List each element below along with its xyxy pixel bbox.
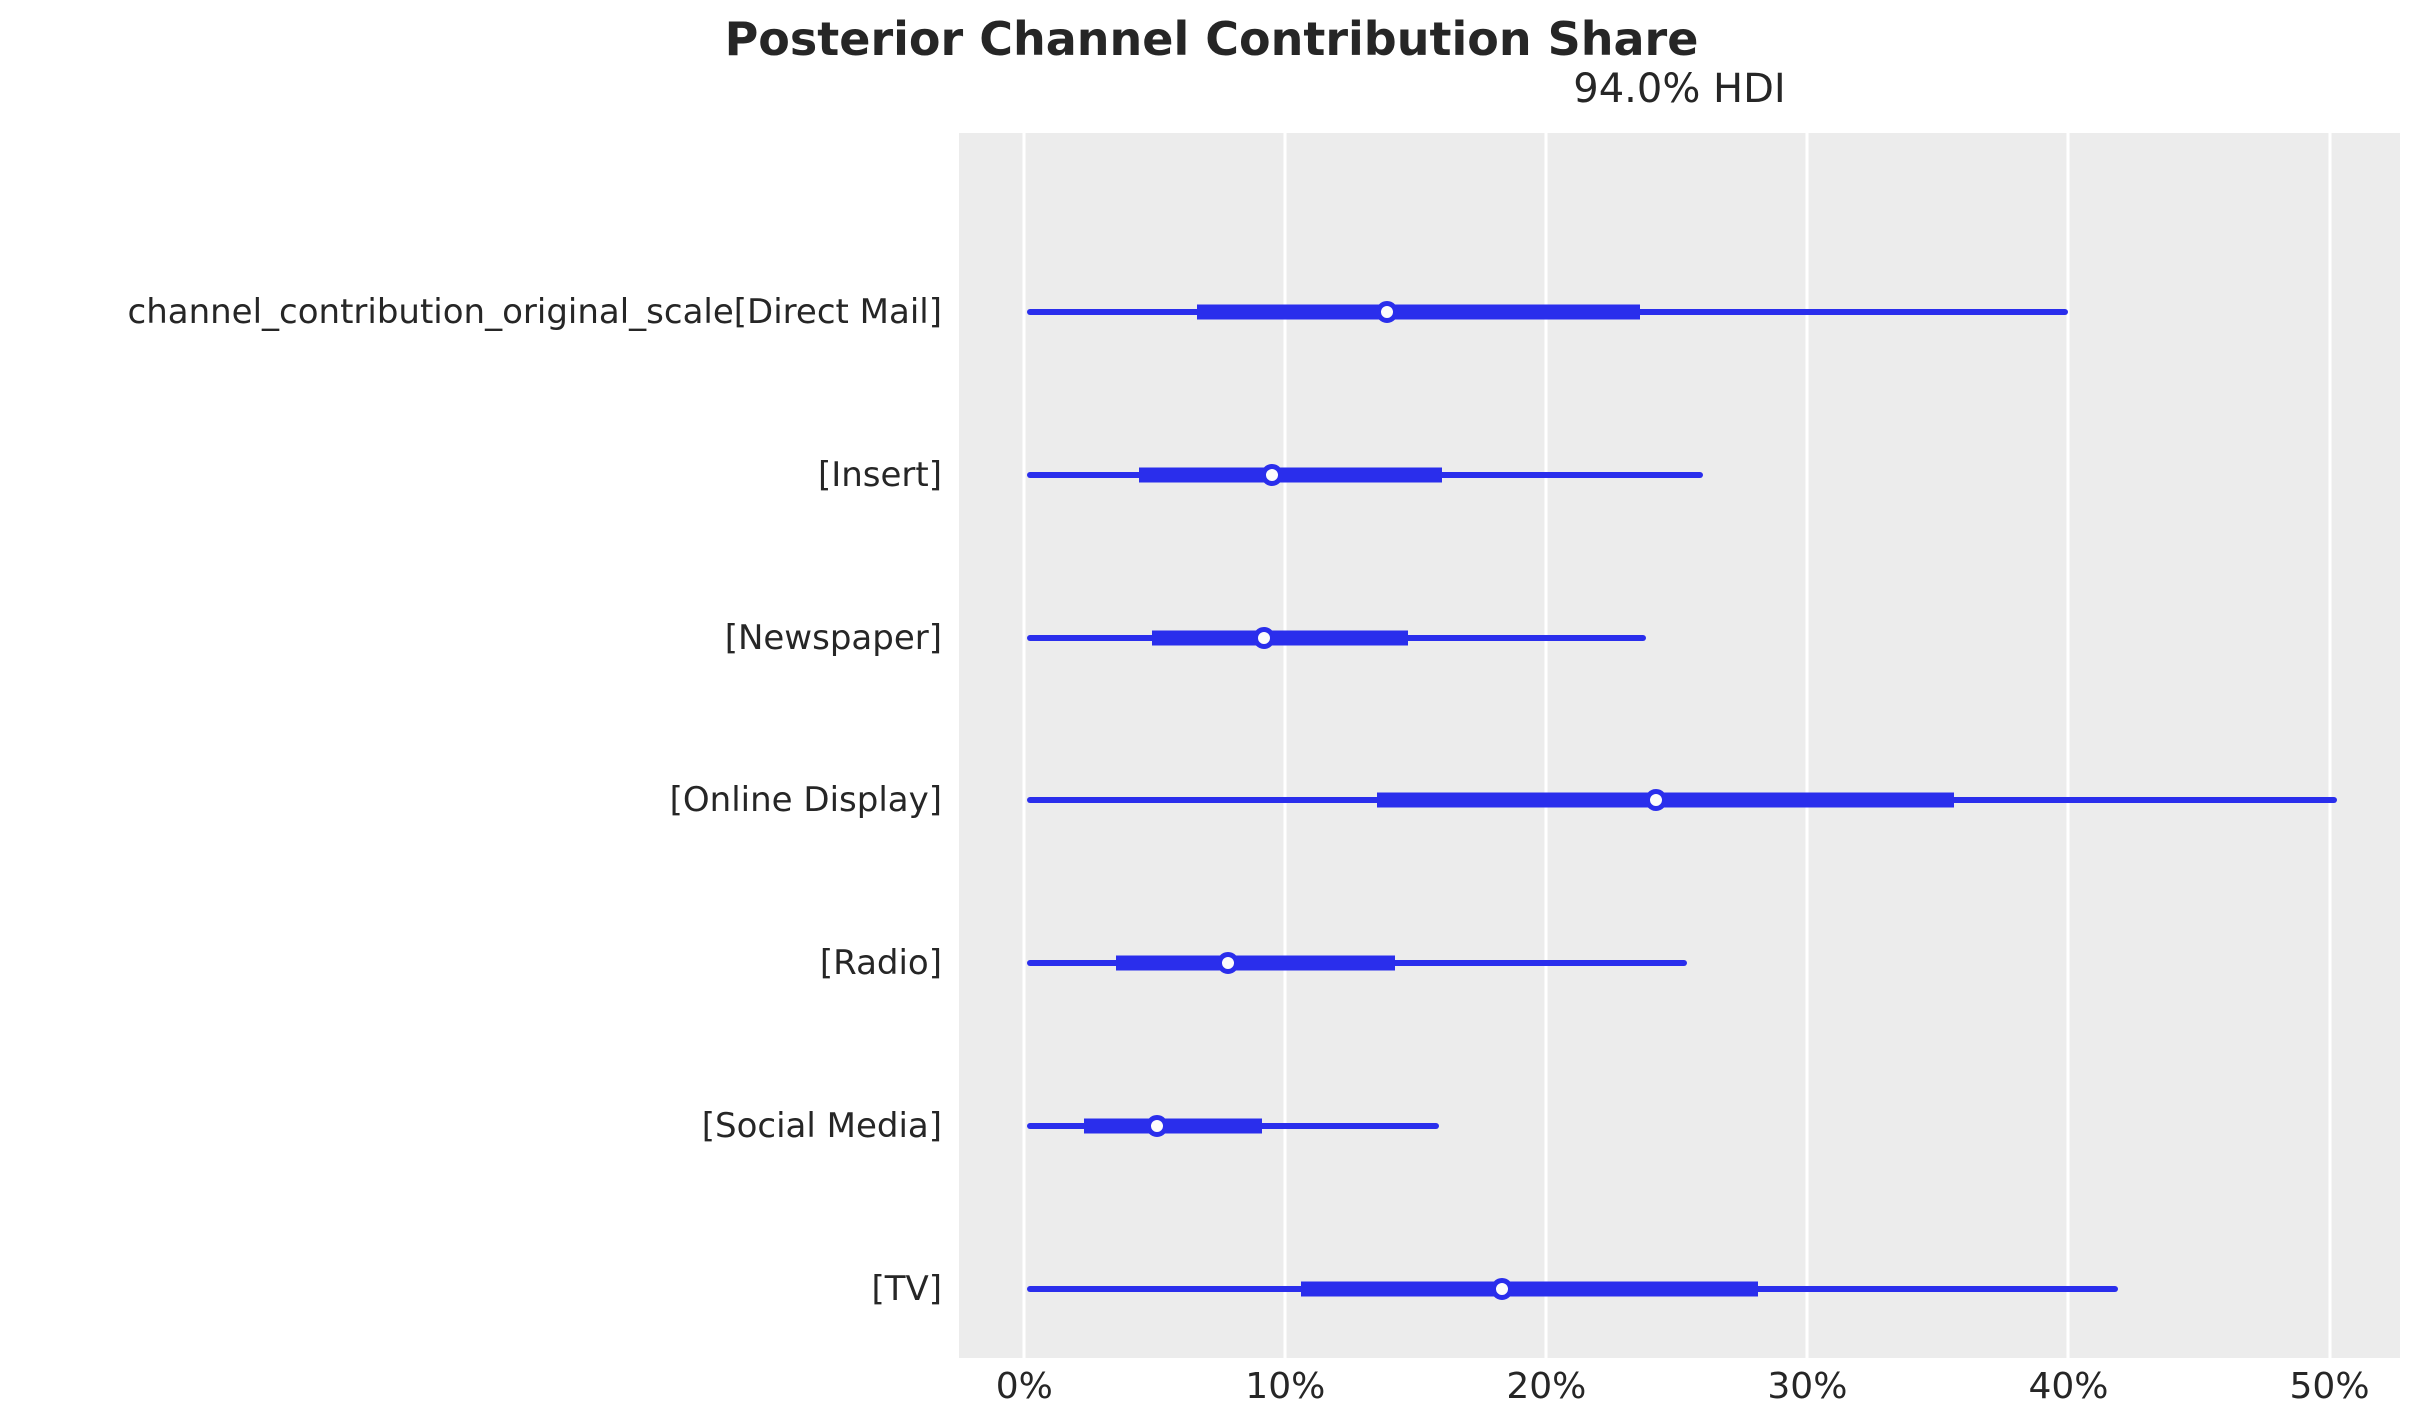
row-label: [TV]	[871, 1268, 942, 1309]
quartile-interval-bar	[1084, 1118, 1262, 1134]
gridline-40%	[2066, 133, 2070, 1358]
quartile-interval-bar	[1152, 630, 1408, 646]
median-marker	[1146, 1114, 1169, 1137]
gridline-50%	[2328, 133, 2332, 1358]
median-marker	[1261, 463, 1284, 486]
x-tick-label: 40%	[2028, 1366, 2109, 1407]
plot-area	[959, 133, 2400, 1358]
median-marker	[1490, 1277, 1513, 1300]
row-label: [Radio]	[819, 943, 942, 984]
median-marker	[1376, 300, 1399, 323]
x-tick-label: 20%	[1506, 1366, 1587, 1407]
x-tick-label: 50%	[2289, 1366, 2370, 1407]
hdi-subtitle: 94.0% HDI	[1573, 66, 1786, 112]
quartile-interval-bar	[1300, 1281, 1758, 1297]
plot-panel-background	[959, 133, 2400, 1358]
median-marker	[1645, 789, 1667, 812]
quartile-interval-bar	[1115, 955, 1395, 971]
gridline-0%	[1022, 133, 1026, 1358]
figure-title: Posterior Channel Contribution Share	[724, 12, 1699, 66]
row-label: [Social Media]	[701, 1105, 942, 1146]
gridline-30%	[1805, 133, 1809, 1358]
median-marker	[1253, 626, 1276, 649]
row-label: [Insert]	[817, 454, 942, 495]
quartile-interval-bar	[1196, 304, 1641, 320]
gridline-10%	[1283, 133, 1287, 1358]
row-label: [Online Display]	[669, 780, 942, 821]
gridline-20%	[1544, 133, 1548, 1358]
x-tick-label: 30%	[1767, 1366, 1848, 1407]
x-tick-label: 0%	[995, 1366, 1053, 1407]
row-label: channel_contribution_original_scale[Dire…	[127, 291, 943, 332]
quartile-interval-bar	[1139, 467, 1442, 483]
median-marker	[1216, 952, 1239, 975]
row-label: [Newspaper]	[724, 617, 942, 658]
x-tick-label: 10%	[1245, 1366, 1326, 1407]
